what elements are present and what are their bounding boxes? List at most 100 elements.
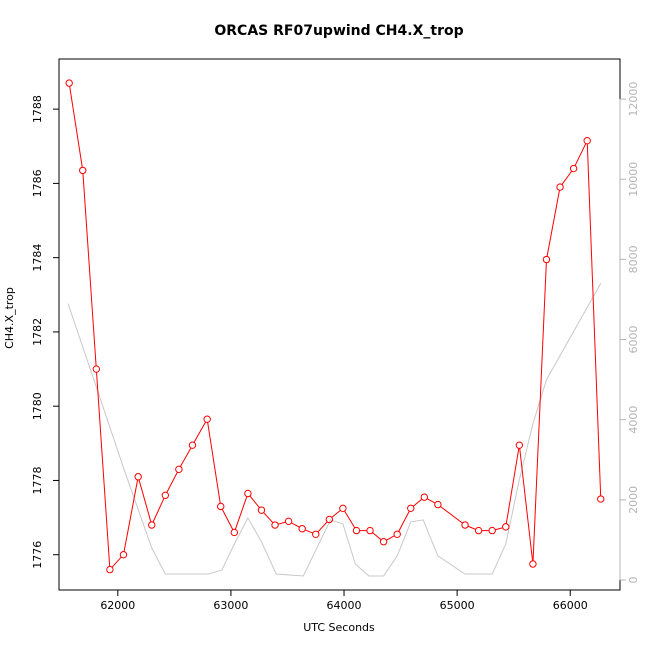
data-point <box>65 79 73 87</box>
series-line-segment <box>138 479 152 523</box>
series-line-segment <box>412 498 423 507</box>
series-line-segment <box>532 262 547 561</box>
x-tick-label: 64000 <box>327 599 362 612</box>
series-line-segment <box>304 529 313 534</box>
series-line-segment <box>221 509 234 530</box>
series-line-segment <box>398 510 410 532</box>
y-tick-label: 1782 <box>31 318 44 346</box>
series-line-segment <box>249 495 260 508</box>
y-tick-label: 1776 <box>31 541 44 569</box>
series-line-segment <box>111 556 122 568</box>
data-point <box>148 521 156 529</box>
data-point <box>542 255 551 264</box>
y-tick-label: 1780 <box>31 392 44 420</box>
y2-tick-label: 4000 <box>627 406 640 434</box>
data-point <box>474 526 483 535</box>
data-point <box>529 560 537 568</box>
data-point <box>556 183 564 191</box>
series-line-segment <box>234 496 248 530</box>
series-line-segment <box>386 535 395 541</box>
data-point <box>515 441 524 449</box>
series-line-segment <box>331 509 341 518</box>
y-axis-label: CH4.X_trop <box>3 287 16 349</box>
data-point <box>257 506 266 514</box>
series-line-segment <box>152 498 165 523</box>
data-point <box>325 515 334 524</box>
data-point <box>134 473 142 481</box>
data-point <box>393 530 401 539</box>
y2-tick-label: 12000 <box>627 82 640 117</box>
series-line-segment <box>495 527 503 531</box>
axes: 62000 63000 64000 65000 66000 1776 1778 1780 178… <box>31 82 640 612</box>
data-point <box>161 491 170 500</box>
data-point <box>230 528 239 537</box>
data-point <box>175 465 183 474</box>
data-point <box>379 538 388 546</box>
series-line-segment <box>180 447 192 467</box>
series-line-segment <box>291 522 300 528</box>
x-tick-label: 66000 <box>553 599 588 612</box>
y-tick-label: 1786 <box>31 169 44 197</box>
series-layer <box>65 79 605 577</box>
y2-tick-label: 6000 <box>627 326 640 354</box>
series-line-segment <box>123 479 139 552</box>
x-axis-label: UTC Seconds <box>303 621 375 634</box>
data-point <box>312 530 320 539</box>
data-point <box>366 526 374 535</box>
series-line-segment <box>467 525 476 530</box>
data-point <box>188 441 197 449</box>
series-line-segment <box>546 190 560 257</box>
y-tick-label: 1784 <box>31 244 44 272</box>
data-point <box>106 565 114 574</box>
series-line-segment <box>372 532 382 541</box>
series-line-segment <box>586 143 602 496</box>
chart-title: ORCAS RF07upwind CH4.X_trop <box>214 23 463 39</box>
data-point <box>271 521 279 529</box>
y-tick-label: 1788 <box>31 95 44 123</box>
series-line-secondary <box>67 283 602 577</box>
series-line-segment <box>317 521 328 533</box>
data-point <box>203 415 211 423</box>
y2-tick-label: 8000 <box>627 245 640 273</box>
series-line-segment <box>561 170 573 185</box>
y-tick-label: 1778 <box>31 466 44 494</box>
data-point <box>284 517 293 526</box>
series-line-segment <box>426 498 436 504</box>
data-point <box>461 521 469 529</box>
data-point <box>407 504 415 513</box>
data-point <box>502 523 510 531</box>
series-line-segment <box>344 510 356 529</box>
data-point <box>119 551 128 559</box>
series-line-segment <box>263 512 274 523</box>
series-line-segment <box>574 143 587 166</box>
data-point <box>92 365 101 373</box>
series-line-segment <box>82 173 97 366</box>
series-line-segment <box>96 372 111 567</box>
series-line-segment <box>440 506 463 524</box>
plot-area-frame <box>58 58 621 591</box>
data-point <box>434 500 442 509</box>
data-point <box>583 136 591 145</box>
series-line-segment <box>69 86 83 168</box>
series-line-segment <box>207 422 221 504</box>
data-point <box>488 526 496 535</box>
x-tick-label: 65000 <box>440 599 475 612</box>
y2-tick-label: 0 <box>627 576 640 583</box>
data-point <box>339 504 347 513</box>
series-line-segment <box>519 448 534 561</box>
y2-tick-label: 10000 <box>627 162 640 197</box>
data-point <box>217 502 225 511</box>
x-tick-label: 63000 <box>213 599 248 612</box>
data-point <box>298 525 306 533</box>
data-point <box>569 164 578 173</box>
data-point <box>420 493 429 501</box>
x-tick-label: 62000 <box>100 599 135 612</box>
data-point <box>597 495 605 503</box>
data-point <box>352 526 361 535</box>
y2-tick-label: 2000 <box>627 486 640 514</box>
data-point <box>79 166 87 175</box>
data-point <box>244 489 252 498</box>
series-line-segment <box>277 521 286 525</box>
series-line-segment <box>193 421 207 443</box>
